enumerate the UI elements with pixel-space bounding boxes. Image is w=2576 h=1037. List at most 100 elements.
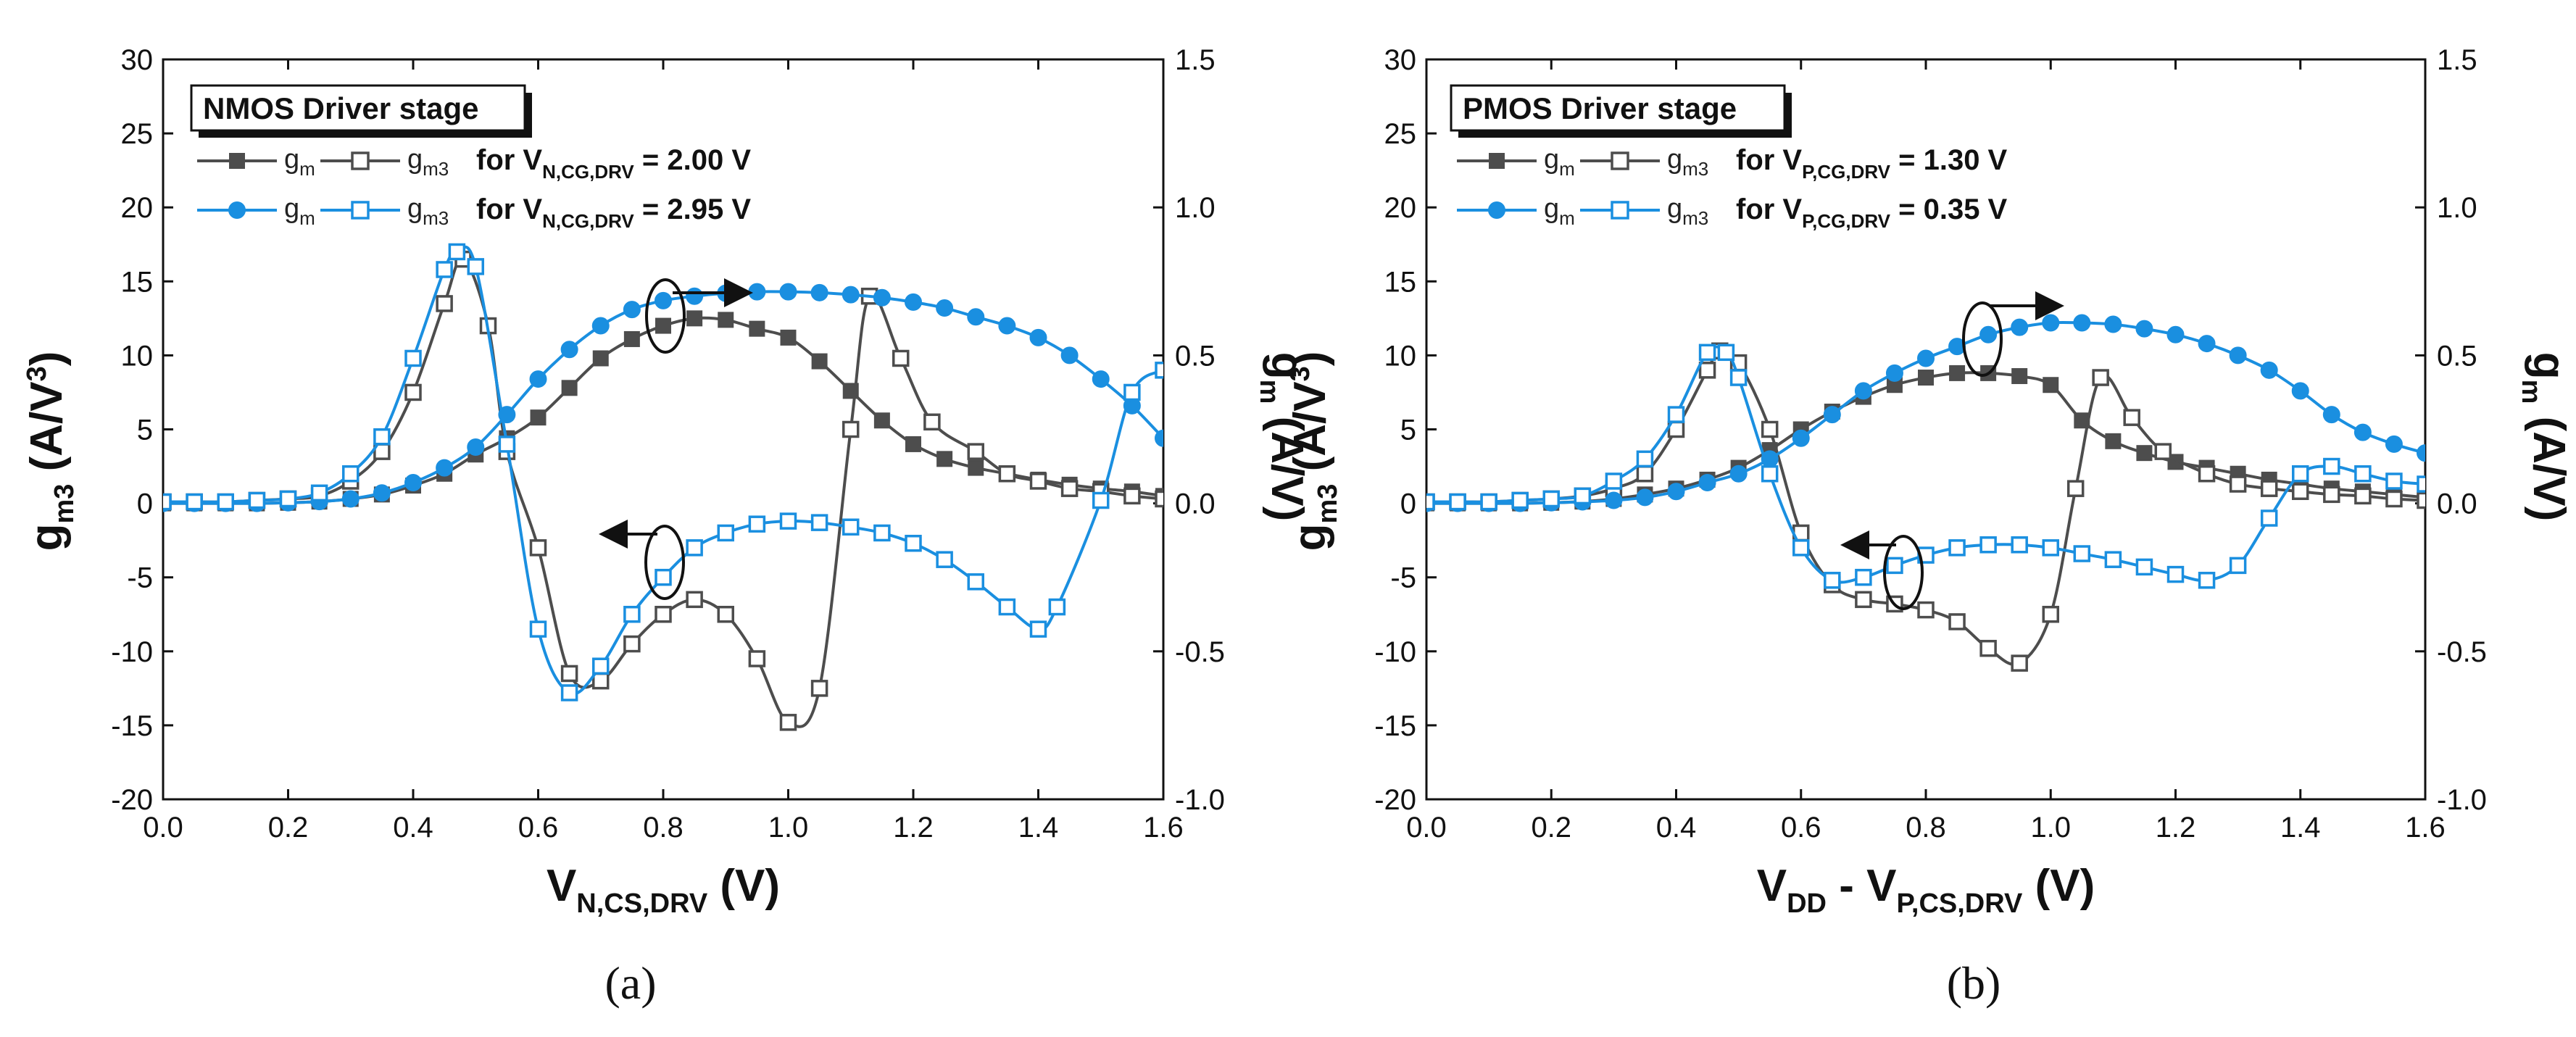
data-point <box>1667 483 1685 501</box>
data-point <box>873 524 891 542</box>
data-point <box>655 606 672 623</box>
data-point <box>467 438 485 457</box>
data-point <box>2385 472 2403 490</box>
data-point <box>163 493 172 511</box>
data-point <box>1092 491 1110 509</box>
data-point <box>448 243 466 261</box>
y-left-tick-label: 25 <box>1384 118 1417 150</box>
data-point <box>2260 361 2278 379</box>
y-left-label-sub: m3 <box>49 484 80 524</box>
data-point <box>1542 490 1560 508</box>
data-point <box>2073 314 2091 332</box>
data-point <box>2042 314 2060 332</box>
data-point <box>404 474 422 492</box>
data-point <box>2198 465 2216 483</box>
legend-gm-label: gm <box>1544 193 1575 229</box>
data-point <box>1060 346 1079 365</box>
data-point <box>2322 406 2340 424</box>
data-point <box>779 512 797 530</box>
legend-gm-main: g <box>284 144 299 175</box>
y-left-tick-label: 10 <box>121 340 154 372</box>
y-right-tick-label: 0.5 <box>2437 340 2477 372</box>
legend-gm3-label: gm3 <box>407 193 449 229</box>
data-point <box>2042 606 2059 623</box>
legend-marker-gm3 <box>351 151 370 170</box>
legend-gm-sub: m <box>1559 207 1575 229</box>
data-point <box>1155 490 1163 508</box>
y-left-label-close: ) <box>22 351 72 367</box>
data-point <box>2166 565 2185 583</box>
x-tick-label: 0.0 <box>143 812 183 844</box>
data-point <box>1449 493 1466 511</box>
legend-marker-gm <box>229 153 245 169</box>
chart-title: PMOS Driver stage <box>1463 91 1737 125</box>
data-point <box>892 349 910 367</box>
legend-cond-pre: for V <box>476 193 542 225</box>
data-point <box>1823 406 1841 424</box>
data-point <box>905 534 922 552</box>
data-point <box>498 436 516 453</box>
x-axis-label-sub: DD <box>1787 888 1827 919</box>
x-tick-label: 1.4 <box>2280 812 2321 844</box>
legend-marker-gm3 <box>351 201 370 220</box>
data-point <box>2323 457 2340 475</box>
legend-gm-sub: m <box>299 158 315 180</box>
data-point <box>936 551 953 568</box>
legend-gm3-main: g <box>1667 144 1682 175</box>
x-tick-label: 1.4 <box>1018 812 1059 844</box>
data-point <box>967 443 984 460</box>
data-point <box>2229 557 2247 575</box>
legend-gm-label: gm <box>284 144 315 180</box>
data-point <box>436 459 454 477</box>
legend-cond-post: = 1.30 V <box>1890 144 2008 176</box>
data-point <box>1123 487 1141 505</box>
y-left-axis-label: gm3 (A/V3) <box>1285 351 1343 551</box>
data-point <box>1979 639 1997 657</box>
y-left-label-close: ) <box>1285 351 1335 367</box>
data-point <box>2354 487 2372 505</box>
data-point <box>561 380 578 396</box>
data-point <box>1979 536 1997 554</box>
panel-a-nmos-chart: 0.0 0.2 0.4 0.6 0.8 1.0 1.2 1.4 1.6 -20 -15 -10 -5 0 5… <box>22 44 1312 1009</box>
data-point <box>655 568 672 586</box>
x-axis-label-mid: - V <box>1827 861 1896 911</box>
data-point <box>2042 539 2059 557</box>
data-point <box>1792 429 1810 447</box>
data-point <box>1824 572 1841 589</box>
data-point <box>717 606 734 623</box>
data-point <box>2011 318 2029 336</box>
legend-cond-post: = 0.35 V <box>1890 193 2008 225</box>
data-point <box>936 451 953 467</box>
data-point <box>2291 382 2309 400</box>
y-left-tick-label: 15 <box>121 266 154 298</box>
data-point <box>2229 475 2247 493</box>
x-tick-label: 0.8 <box>1906 812 1946 844</box>
legend-gm3-sub: m3 <box>423 207 449 229</box>
y-left-tick-label: -10 <box>1374 636 1416 668</box>
x-tick-label: 0.2 <box>1531 812 1571 844</box>
data-point <box>2105 433 2122 449</box>
data-point <box>1574 487 1592 505</box>
data-point <box>749 320 765 337</box>
x-tick-label: 1.0 <box>768 812 809 844</box>
data-point <box>2198 572 2216 589</box>
legend-condition: for VP,CG,DRV = 0.35 V <box>1736 193 2008 232</box>
data-point <box>1698 343 1716 362</box>
data-point <box>1948 613 1966 630</box>
y-left-tick-label: 0 <box>1400 488 1416 520</box>
legend-gm-label: gm <box>284 193 315 229</box>
legend-cond-sub: P,CG,DRV <box>1802 210 1891 232</box>
data-point <box>1698 474 1716 492</box>
data-point <box>998 317 1016 335</box>
y-right-axis-label: gm (A/V) <box>2516 352 2574 522</box>
data-point <box>2136 445 2153 462</box>
data-point <box>998 598 1016 616</box>
x-axis-label-main: V <box>547 861 576 911</box>
data-layer <box>163 243 1163 731</box>
data-point <box>623 301 641 319</box>
y-right-label-main: g <box>2524 352 2574 380</box>
data-point <box>404 349 422 367</box>
legend-gm3-label: gm3 <box>1667 144 1708 180</box>
legend-row-0: gm gm3 for VP,CG,DRV = 1.30 V <box>1457 144 2008 183</box>
y-right-label-sub: m <box>2516 380 2546 404</box>
